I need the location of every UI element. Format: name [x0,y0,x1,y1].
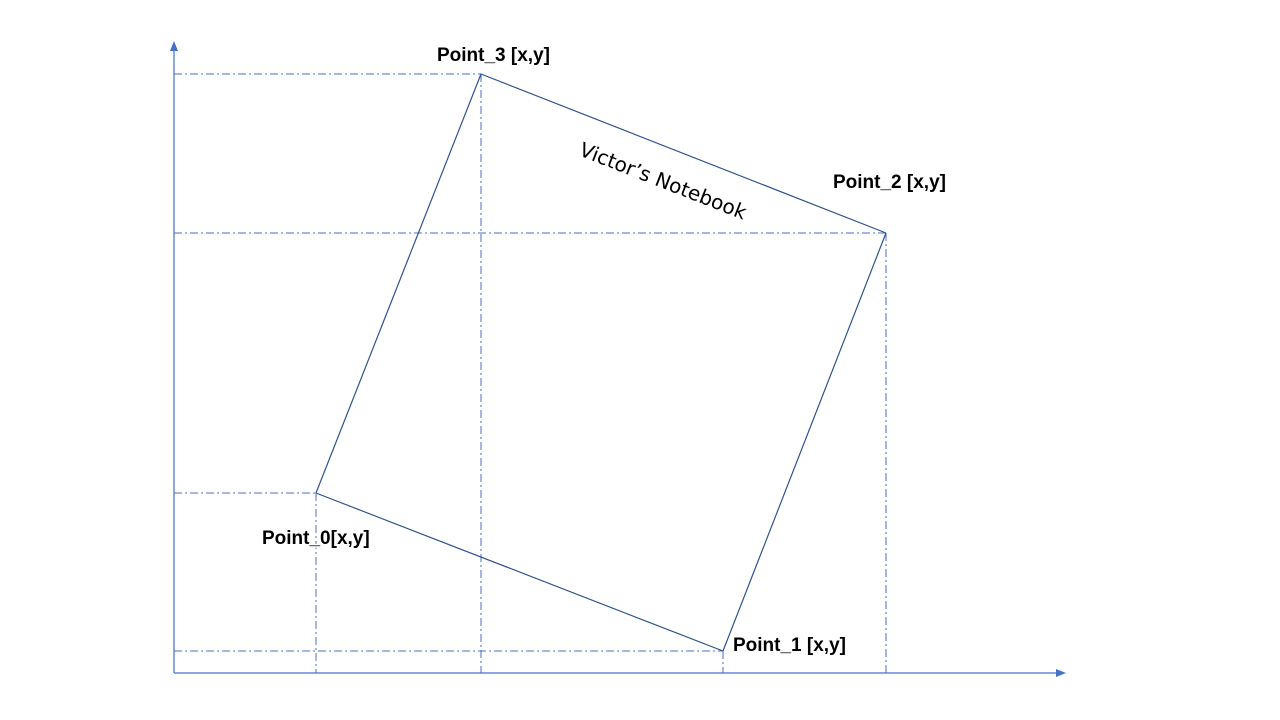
point-3-label: Point_3 [x,y] [437,45,550,66]
edge-p0-p1 [315,492,724,652]
point-1-label: Point_1 [x,y] [733,635,846,656]
edge-p3-p0 [315,73,482,494]
y-axis-arrow-icon [170,41,178,51]
x-axis-arrow-icon [1056,669,1066,677]
point-2-label: Point_2 [x,y] [833,172,946,193]
point-0-label: Point_0[x,y] [262,528,370,549]
edge-p2-p3 [480,73,887,234]
notebook-caption: Victor’s Notebook [576,137,750,224]
edge-p1-p2 [722,232,887,652]
